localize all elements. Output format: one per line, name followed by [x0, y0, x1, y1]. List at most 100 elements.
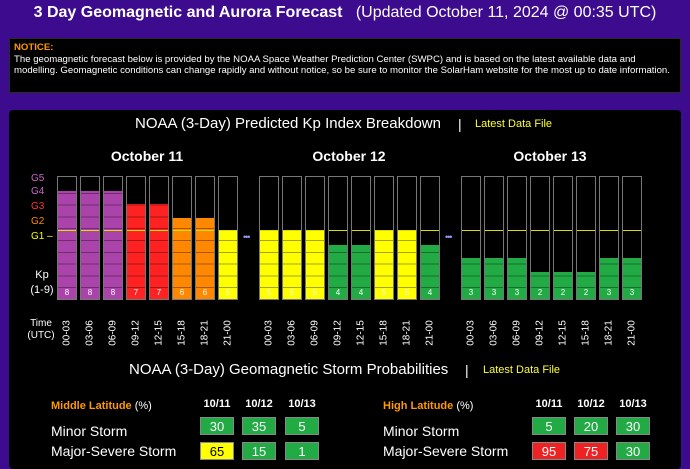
storm-panel-title: NOAA (3-Day) Geomagnetic Storm Probabili… — [129, 361, 449, 378]
high-latitude-text: High Latitude — [383, 400, 454, 412]
time-tick-label: 09-12 — [534, 320, 546, 346]
time-tick-label: 12-15 — [557, 320, 569, 346]
kp-value-label: 3 — [514, 288, 520, 297]
kp-value-label: 4 — [427, 288, 433, 297]
kp-axis-label: Kp — [35, 269, 49, 281]
time-tick-label: 21-00 — [626, 320, 638, 346]
middle-latitude-pct: (%) — [134, 400, 152, 412]
storm-panel-header: NOAA (3-Day) Geomagnetic Storm Probabili… — [9, 360, 681, 382]
kp-value-label: 3 — [491, 288, 497, 297]
page-header: 3 Day Geomagnetic and Aurora Forecast (U… — [0, 0, 690, 28]
high-date-1: 10/11 — [535, 398, 563, 410]
time-tick-label: 00-03 — [263, 320, 275, 346]
page-title: 3 Day Geomagnetic and Aurora Forecast — [33, 4, 343, 21]
kp-value-label: 8 — [64, 288, 70, 297]
time-label: Time — [30, 318, 52, 329]
kp-bar-d1-06-09: 8 — [103, 176, 123, 300]
time-tick-label: 09-12 — [130, 320, 142, 346]
time-tick-label: 06-09 — [107, 320, 119, 346]
kp-bar-d1-03-06: 8 — [80, 176, 100, 300]
kp-bar-d3-09-12: 2 — [530, 176, 550, 300]
kp-bar-d2-15-18: 5 — [374, 176, 394, 300]
kp-value-label: 5 — [312, 288, 318, 297]
middle-prob-box: 35 — [242, 417, 276, 435]
kp-value-label: 2 — [560, 288, 566, 297]
notice-box: NOTICE: The geomagnetic forecast below i… — [9, 38, 681, 93]
time-tick-label: 06-09 — [511, 320, 523, 346]
day-title-1: October 11 — [110, 148, 184, 164]
g1-label: G1 – — [31, 231, 53, 243]
time-tick-label: 12-15 — [153, 320, 165, 346]
kp-separator: | — [458, 116, 462, 132]
kp-bar-d1-00-03: 8 — [57, 176, 77, 300]
kp-bar-d3-00-03: 3 — [461, 176, 481, 300]
storm-latest-data-link[interactable]: Latest Data File — [483, 364, 561, 376]
g2-label: G2 — [31, 216, 45, 227]
high-prob-box: 75 — [574, 442, 608, 460]
time-tick-label: 03-06 — [84, 320, 96, 346]
high-minor-storm-label: Minor Storm — [383, 423, 460, 439]
day-title-2: October 12 — [312, 148, 386, 164]
high-date-2: 10/12 — [577, 398, 605, 410]
kp-panel-header: NOAA (3-Day) Predicted Kp Index Breakdow… — [9, 114, 681, 136]
time-axis-label: Time (UTC) — [27, 318, 55, 342]
kp-value-label: 6 — [179, 288, 185, 297]
middle-major-storm-label: Major-Severe Storm — [51, 443, 177, 459]
kp-bar-d1-18-21: 6 — [195, 176, 215, 300]
kp-value-label: 8 — [87, 288, 93, 297]
high-major-storm-label: Major-Severe Storm — [383, 443, 509, 459]
kp-value-label: 2 — [583, 288, 589, 297]
middle-date-1: 10/11 — [203, 398, 231, 410]
kp-axis-range: (1-9) — [30, 284, 54, 296]
kp-latest-data-link[interactable]: Latest Data File — [475, 118, 553, 130]
kp-value-label: 3 — [629, 288, 635, 297]
kp-bar-d3-21-00: 3 — [622, 176, 642, 300]
time-tick-label: 21-00 — [424, 320, 436, 346]
kp-bar-d1-09-12: 7 — [126, 176, 146, 300]
time-tick-label: 03-06 — [286, 320, 298, 346]
middle-prob-box: 15 — [242, 442, 276, 460]
kp-bar-d2-21-00: 4 — [420, 176, 440, 300]
middle-minor-storm-label: Minor Storm — [51, 423, 128, 439]
high-latitude-label: High Latitude (%) — [383, 400, 473, 412]
g5-label: G5 — [31, 173, 45, 184]
time-tick-label: 06-09 — [309, 320, 321, 346]
high-prob-box: 30 — [616, 442, 650, 460]
kp-value-label: 5 — [225, 288, 231, 297]
middle-prob-box: 30 — [200, 417, 234, 435]
high-prob-box: 95 — [532, 442, 566, 460]
time-tick-label: 15-18 — [580, 320, 592, 346]
kp-bar-d2-18-21: 5 — [397, 176, 417, 300]
time-tick-label: 00-03 — [61, 320, 73, 346]
time-tick-label: 21-00 — [222, 320, 234, 346]
kp-bar-d1-15-18: 6 — [172, 176, 192, 300]
kp-bar-d3-18-21: 3 — [599, 176, 619, 300]
middle-date-2: 10/12 — [245, 398, 273, 410]
kp-value-label: 5 — [289, 288, 295, 297]
time-tick-label: 15-18 — [176, 320, 188, 346]
high-latitude-pct: (%) — [456, 400, 474, 412]
kp-bar-d2-09-12: 4 — [328, 176, 348, 300]
kp-value-label: 5 — [381, 288, 387, 297]
time-tick-label: 00-03 — [465, 320, 477, 346]
day-separator-dots: ••• — [243, 232, 251, 242]
middle-date-3: 10/13 — [288, 398, 316, 410]
kp-bar-d2-06-09: 5 — [305, 176, 325, 300]
middle-latitude-text: Middle Latitude — [51, 400, 132, 412]
time-tick-label: 09-12 — [332, 320, 344, 346]
high-prob-box: 5 — [532, 417, 566, 435]
kp-value-label: 4 — [358, 288, 364, 297]
time-tick-label: 18-21 — [199, 320, 211, 346]
kp-bar-d2-00-03: 5 — [259, 176, 279, 300]
middle-prob-box: 65 — [200, 442, 234, 460]
kp-bar-d3-12-15: 2 — [553, 176, 573, 300]
g1-label-text: G1 — [31, 231, 45, 242]
middle-prob-box: 5 — [285, 417, 319, 435]
high-prob-box: 20 — [574, 417, 608, 435]
kp-value-label: 6 — [202, 288, 208, 297]
notice-text: The geomagnetic forecast below is provid… — [14, 53, 670, 77]
time-tick-label: 15-18 — [378, 320, 390, 346]
kp-bar-d1-12-15: 7 — [149, 176, 169, 300]
kp-bar-d2-12-15: 4 — [351, 176, 371, 300]
g3-label: G3 — [31, 201, 45, 212]
